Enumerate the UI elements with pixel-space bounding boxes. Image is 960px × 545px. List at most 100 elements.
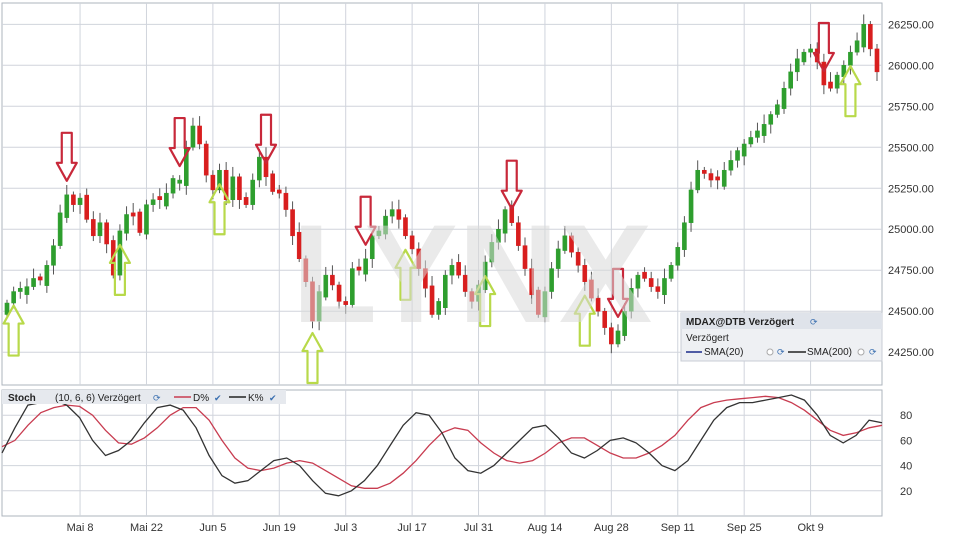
- candle-body: [615, 330, 621, 345]
- candle-body: [662, 278, 667, 296]
- up-arrow-marker: [474, 274, 497, 328]
- price-y-tick-label: 24750.00: [888, 265, 934, 277]
- stoch-panel: 20 40 60 80: [1, 389, 912, 517]
- sma20-settings-icon[interactable]: ⟳: [777, 347, 785, 357]
- down-arrow-marker: [55, 131, 78, 182]
- candle-body: [582, 265, 588, 282]
- stoch-y-tick-label: 60: [900, 435, 912, 447]
- sma20-toggle-icon[interactable]: [766, 348, 774, 356]
- candle-body: [529, 268, 534, 296]
- candle-body: [369, 235, 375, 260]
- candle-body: [323, 274, 329, 298]
- candle-body: [728, 160, 734, 171]
- candle-body: [330, 274, 335, 286]
- k-check-icon[interactable]: ✔: [269, 393, 277, 403]
- candle-body: [157, 196, 163, 200]
- candle-body: [828, 81, 833, 89]
- candle-body: [296, 231, 302, 260]
- stoch-legend-d: D%: [193, 393, 209, 404]
- down-arrow-marker: [812, 21, 835, 73]
- candle-body: [761, 124, 767, 136]
- sma20-label: SMA(20): [704, 347, 743, 358]
- candle-body: [190, 125, 196, 148]
- candle-body: [469, 291, 475, 302]
- candle-body: [655, 286, 661, 292]
- candle-body: [197, 125, 202, 145]
- sma200-settings-icon[interactable]: ⟳: [869, 347, 877, 357]
- price-y-tick-label: 26000.00: [888, 60, 934, 72]
- x-tick-label: Mai 22: [130, 522, 163, 534]
- candle-body: [210, 174, 216, 191]
- candle-body: [741, 143, 747, 157]
- candle-body: [449, 265, 455, 276]
- candle-body: [270, 173, 275, 192]
- candle-body: [84, 194, 90, 220]
- candle-body: [569, 235, 574, 253]
- x-tick-label: Jun 5: [199, 522, 226, 534]
- d-check-icon[interactable]: ✔: [214, 393, 222, 403]
- down-arrow-marker: [500, 159, 523, 210]
- stoch-legend-name: Stoch: [8, 393, 36, 404]
- x-tick-label: Aug 14: [528, 522, 563, 534]
- candle-body: [91, 219, 96, 237]
- candle-body: [502, 209, 508, 234]
- stoch-settings-icon[interactable]: ⟳: [153, 393, 161, 403]
- down-arrow-marker: [254, 113, 278, 164]
- candle-body: [383, 215, 388, 235]
- candle-body: [356, 266, 362, 271]
- x-tick-label: Sep 25: [727, 522, 762, 534]
- watermark-text: LYNX: [292, 195, 653, 352]
- candle-body: [203, 143, 209, 176]
- candle-body: [868, 24, 873, 50]
- price-legend-title-icon: ⟳: [810, 317, 818, 327]
- x-tick-label: Jul 17: [397, 522, 426, 534]
- candle-body: [4, 302, 10, 315]
- stoch-plot-frame: [1, 389, 883, 517]
- candle-body: [51, 245, 56, 266]
- candle-body: [788, 71, 793, 89]
- candle-body: [243, 197, 249, 205]
- candle-body: [217, 169, 222, 191]
- candle-body: [781, 88, 787, 109]
- up-arrow-marker: [108, 243, 132, 296]
- candle-body: [104, 222, 109, 245]
- candle-body: [237, 176, 242, 200]
- up-arrow-marker: [2, 304, 25, 357]
- candle-body: [443, 274, 448, 308]
- price-legend: MDAX@DTB Verzögert ⟳ Verzögert SMA(20) ⟳…: [680, 312, 883, 362]
- up-arrow-marker: [394, 248, 417, 301]
- candle-body: [821, 61, 827, 86]
- x-tick-label: Sep 11: [661, 522, 695, 534]
- x-tick-label: Jul 31: [464, 522, 493, 534]
- x-tick-label: Aug 28: [594, 522, 629, 534]
- stoch-y-tick-label: 80: [900, 410, 912, 422]
- stoch-legend: Stoch (10, 6, 6) Verzögert ⟳ D% ✔ K% ✔: [2, 390, 286, 404]
- candle-body: [57, 212, 63, 246]
- candle-body: [177, 179, 182, 184]
- candle-body: [562, 235, 568, 251]
- price-y-tick-label: 24250.00: [888, 347, 934, 359]
- candle-body: [303, 258, 309, 282]
- candle-body: [230, 176, 236, 200]
- candle-body: [628, 288, 634, 312]
- stoch-line-k: [1, 394, 883, 497]
- candle-body: [808, 48, 813, 53]
- price-y-tick-label: 25250.00: [888, 183, 934, 195]
- candle-body: [250, 179, 256, 205]
- price-y-tick-label: 25500.00: [888, 142, 934, 154]
- candle-body: [423, 268, 428, 289]
- candle-body: [535, 289, 541, 315]
- candle-body: [575, 251, 581, 266]
- candle-body: [77, 197, 83, 205]
- candle-body: [555, 248, 561, 269]
- candle-body: [668, 265, 674, 279]
- price-legend-title: MDAX@DTB Verzögert: [686, 317, 795, 328]
- price-y-tick-label: 26250.00: [888, 19, 934, 31]
- candle-body: [376, 230, 382, 237]
- sma200-toggle-icon[interactable]: [857, 348, 865, 356]
- price-y-tick-label: 25750.00: [888, 101, 934, 113]
- candle-body: [164, 192, 169, 207]
- candle-body: [801, 51, 807, 63]
